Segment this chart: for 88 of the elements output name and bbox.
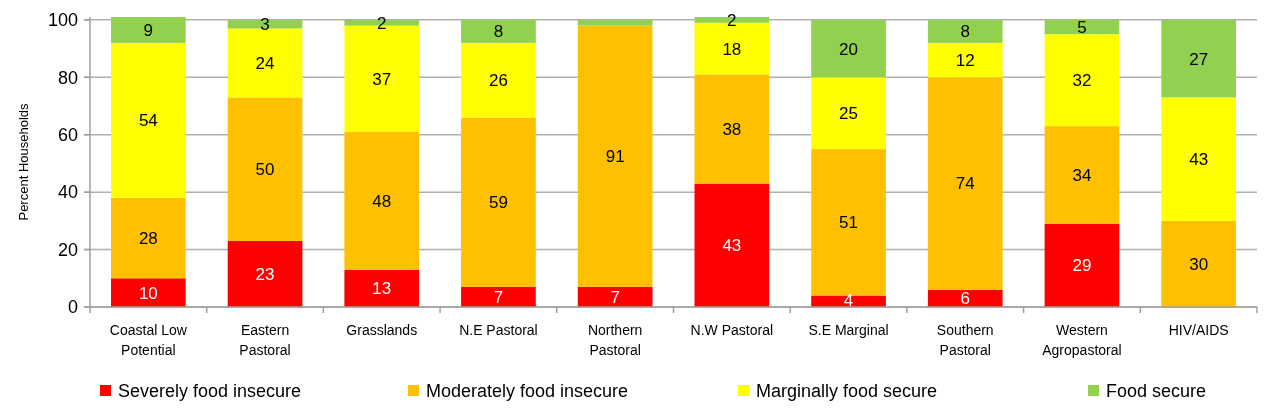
bar (1044, 19, 1120, 35)
data-label: 8 (493, 22, 504, 42)
data-label: 28 (138, 229, 158, 249)
data-label: 20 (839, 39, 859, 59)
bar (461, 286, 536, 307)
data-label: 37 (372, 69, 392, 89)
legend-label: Moderately food insecure (426, 381, 629, 402)
bar (461, 42, 536, 118)
data-label: 43 (722, 236, 742, 256)
data-label: 26 (488, 71, 508, 91)
data-label: 4 (843, 290, 854, 310)
legend-label: Food secure (1106, 381, 1207, 402)
bar (111, 278, 186, 307)
data-label: 3 (260, 15, 270, 35)
data-label: 48 (372, 191, 392, 211)
bar (1161, 220, 1236, 307)
y-tick-label: 80 (57, 67, 78, 88)
x-tick-label: N.E Pastoral (459, 322, 538, 338)
y-axis-title: Percent Households (16, 102, 31, 221)
data-label: 59 (488, 193, 508, 213)
data-label: 18 (722, 39, 742, 59)
bar (111, 197, 186, 279)
bar (1161, 97, 1236, 221)
bar (227, 240, 303, 307)
data-label: 32 (1072, 71, 1092, 91)
data-label: 7 (610, 287, 620, 307)
data-label: 74 (955, 174, 975, 194)
x-tick-label: Southern Pastoral (936, 322, 994, 358)
bar (227, 28, 303, 98)
data-label: 38 (722, 119, 742, 139)
data-label: 27 (1189, 49, 1209, 69)
bar (461, 19, 536, 43)
bar (694, 183, 770, 307)
y-tick-label: 60 (57, 125, 78, 146)
data-label: 23 (255, 264, 275, 284)
data-label: 30 (1189, 254, 1209, 274)
x-tick-label: Eastern Pastoral (239, 322, 291, 358)
x-tick-label: Grasslands (346, 322, 418, 338)
data-label: 7 (493, 287, 504, 307)
data-label: 29 (1072, 256, 1092, 276)
x-tick-label: N.W Pastoral (690, 322, 774, 338)
data-label: 2 (377, 13, 387, 33)
data-label: 10 (138, 283, 158, 303)
y-tick-label: 20 (57, 239, 78, 260)
bar (1044, 34, 1120, 127)
bar (927, 19, 1003, 43)
bar (811, 19, 886, 78)
x-tick-label: Northern Pastoral (587, 322, 643, 358)
x-tick-label: Western Agropastoral (1042, 322, 1122, 358)
bar (577, 25, 653, 287)
data-label: 9 (143, 20, 154, 40)
x-tick-label: Coastal Low Potential (109, 322, 188, 358)
bar (811, 149, 886, 296)
data-label: 13 (372, 279, 392, 299)
y-tick-label: 100 (47, 10, 78, 31)
bar (694, 74, 770, 184)
bar (577, 286, 653, 307)
data-label: 51 (839, 213, 859, 233)
bar (461, 117, 536, 287)
data-label: 12 (955, 51, 975, 71)
x-tick-label: S.E Marginal (808, 322, 889, 338)
data-label: 91 (605, 147, 625, 167)
y-tick-label: 0 (67, 297, 78, 318)
bar (927, 77, 1003, 290)
data-label: 50 (255, 160, 275, 180)
legend-label: Severely food insecure (118, 381, 302, 402)
bar (111, 17, 186, 43)
bar (344, 131, 420, 270)
data-label: 8 (960, 22, 970, 42)
bar (1044, 223, 1120, 307)
bar (577, 19, 653, 26)
bar (344, 269, 420, 307)
data-label: 43 (1189, 150, 1209, 170)
bar (227, 97, 303, 241)
y-tick-label: 40 (57, 182, 78, 203)
x-tick-label: HIV/AIDS (1168, 322, 1229, 338)
bar (927, 42, 1003, 78)
bar (111, 42, 186, 198)
bar (1161, 19, 1236, 98)
data-label: 24 (255, 53, 275, 73)
legend-label: Marginally food secure (756, 381, 938, 402)
data-label: 25 (839, 104, 859, 124)
bar (811, 77, 886, 150)
data-label: 54 (138, 111, 158, 131)
data-label: 5 (1077, 18, 1087, 37)
data-label: 34 (1072, 165, 1092, 185)
bar (1044, 126, 1120, 224)
data-label: 6 (960, 289, 970, 309)
